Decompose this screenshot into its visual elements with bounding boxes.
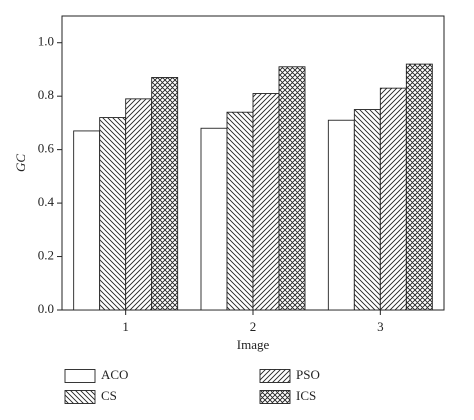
bar: [379, 87, 407, 311]
y-tick-label: 0.8: [38, 87, 54, 102]
y-tick-label: 0.0: [38, 301, 54, 316]
bar: [353, 109, 381, 311]
bar: [151, 77, 179, 311]
bar: [278, 66, 306, 311]
bar: [252, 93, 280, 311]
legend-label: ACO: [101, 367, 128, 382]
y-tick-label: 0.6: [38, 141, 55, 156]
legend-swatch: [259, 390, 291, 404]
y-axis-label: GC: [13, 154, 28, 172]
x-tick-label: 3: [377, 319, 384, 334]
y-tick-label: 1.0: [38, 34, 54, 49]
legend-swatch: [259, 369, 291, 383]
bar: [200, 127, 228, 311]
legend-label: PSO: [296, 367, 320, 382]
y-tick-label: 0.2: [38, 248, 54, 263]
bar: [327, 119, 355, 311]
bar: [73, 130, 101, 311]
bar: [125, 98, 153, 311]
x-axis-label: Image: [237, 337, 270, 352]
x-tick-label: 2: [250, 319, 257, 334]
legend-swatch: [64, 390, 96, 404]
legend-label: CS: [101, 388, 117, 403]
legend-swatch: [64, 369, 96, 383]
bar: [226, 111, 254, 311]
x-tick-label: 1: [122, 319, 129, 334]
bar: [99, 117, 127, 311]
bar: [405, 63, 433, 311]
y-tick-label: 0.4: [38, 194, 55, 209]
legend-label: ICS: [296, 388, 316, 403]
